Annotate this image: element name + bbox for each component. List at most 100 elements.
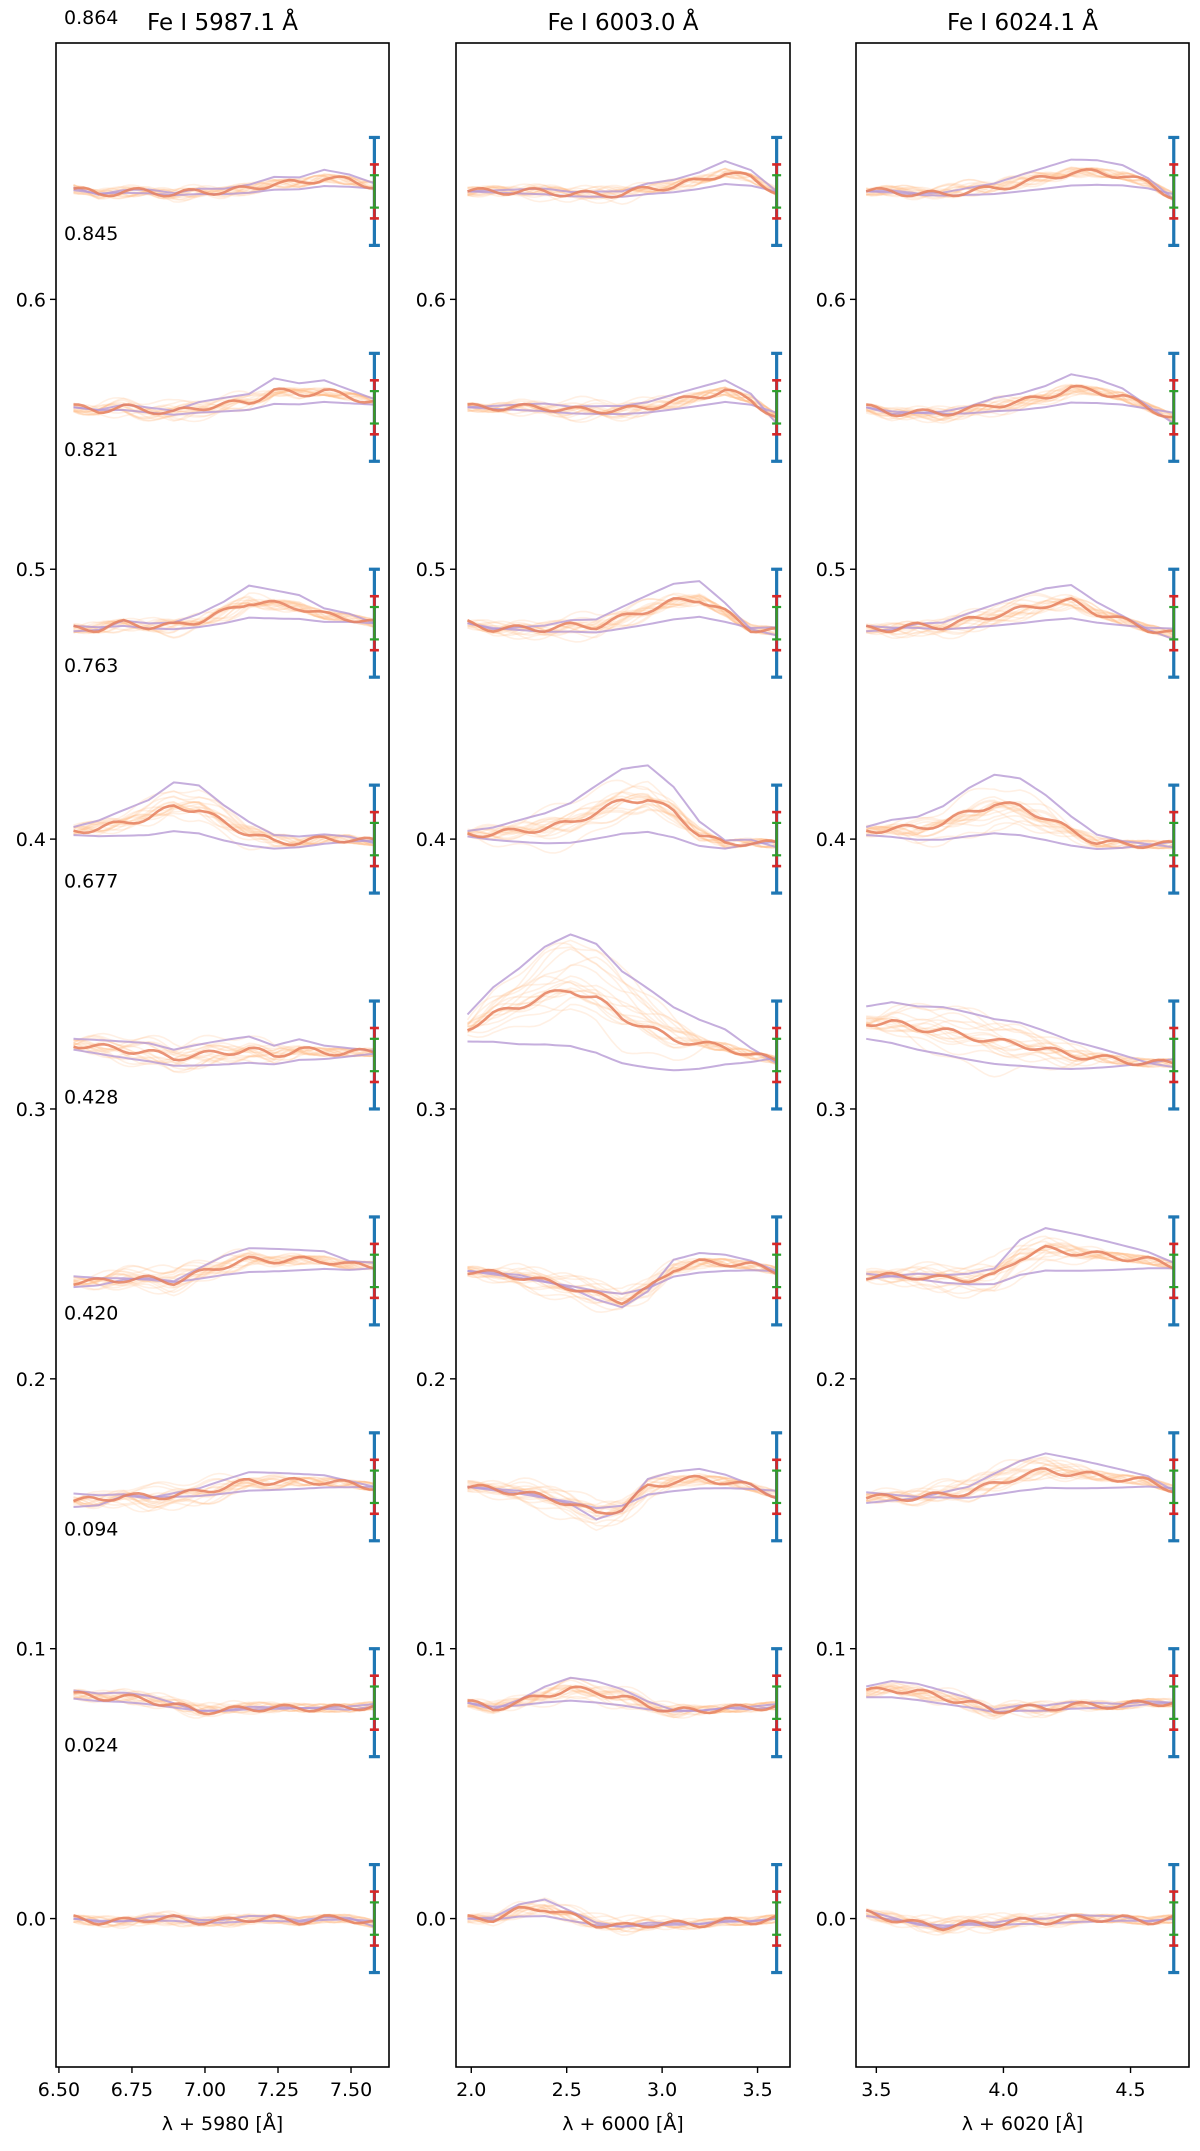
sample-line — [73, 1251, 375, 1283]
y-tick-label: 0.0 — [16, 1909, 46, 1931]
mean-line — [73, 1913, 375, 1926]
envelope-lower-line — [866, 1485, 1174, 1499]
sample-line — [467, 1259, 777, 1305]
sample-line — [73, 1472, 375, 1503]
spectrum-row-4 — [73, 999, 380, 1111]
sample-line — [865, 167, 1175, 198]
sample-line — [865, 387, 1175, 416]
sample-line — [467, 1693, 777, 1716]
sample-line — [865, 1017, 1174, 1068]
mean-line — [73, 804, 375, 847]
spectrum-row-3 — [467, 764, 783, 895]
sample-line — [865, 1468, 1174, 1506]
envelope-upper-line — [467, 580, 777, 637]
mean-line — [865, 168, 1175, 201]
data-layer — [466, 135, 783, 1975]
sample-line — [865, 169, 1175, 199]
sample-line — [73, 1042, 375, 1073]
envelope-lower-line — [467, 1040, 777, 1072]
y-tick-label: 0.2 — [16, 1369, 46, 1391]
row-label: 0.094 — [64, 1518, 118, 1540]
spectrum-row-1 — [467, 351, 783, 463]
errorbar-green — [1169, 1685, 1179, 1720]
sample-line — [866, 1025, 1174, 1078]
errorbar-green — [772, 821, 782, 857]
spectrum-row-5 — [467, 1215, 783, 1327]
spectrum-row-2 — [466, 567, 783, 679]
sample-line — [467, 948, 778, 1064]
sample-line — [467, 1685, 777, 1717]
row-label: 0.677 — [64, 871, 118, 893]
sample-line — [865, 389, 1174, 421]
sample-line — [467, 1258, 777, 1311]
envelope-lower-line — [73, 400, 375, 416]
sample-line — [865, 1914, 1174, 1936]
sample-line — [865, 1251, 1174, 1295]
sample-line — [865, 598, 1174, 638]
envelope-lower-line — [467, 1914, 777, 1928]
envelope-lower-line — [467, 830, 777, 850]
mean-line — [865, 801, 1174, 850]
envelope-upper-line — [73, 781, 375, 845]
errorbar-green — [772, 1037, 782, 1073]
spectrum-row-0 — [865, 135, 1180, 247]
sample-line — [73, 1910, 375, 1928]
envelope-upper-line — [866, 1227, 1175, 1280]
y-tick-label: 0.1 — [816, 1639, 846, 1661]
x-axis-label: λ + 6000 [Å] — [562, 2112, 683, 2135]
mean-line — [73, 599, 375, 634]
y-tick-label: 0.3 — [16, 1099, 46, 1121]
sample-line — [73, 599, 375, 633]
y-tick-label: 0.1 — [416, 1639, 446, 1661]
envelope-upper-line — [467, 160, 778, 194]
spectrum-row-5 — [73, 1215, 380, 1327]
sample-line — [865, 1909, 1174, 1929]
sample-line — [865, 1024, 1174, 1069]
sample-line — [865, 1020, 1174, 1068]
spectrum-row-7 — [73, 1647, 380, 1759]
errorbar-green — [1169, 605, 1179, 641]
spectrum-row-1 — [73, 351, 380, 463]
sample-line — [73, 389, 375, 423]
sample-line — [865, 596, 1174, 639]
sample-line — [467, 1684, 777, 1715]
y-tick-label: 0.0 — [816, 1909, 846, 1931]
y-tick-label: 0.0 — [416, 1909, 446, 1931]
row-label: 0.428 — [64, 1087, 118, 1109]
sample-line — [73, 601, 375, 635]
sample-line — [467, 988, 777, 1062]
sample-line — [865, 387, 1175, 422]
x-tick-label: 7.00 — [184, 2079, 226, 2101]
y-tick-label: 0.5 — [816, 559, 846, 581]
sample-line — [467, 956, 777, 1062]
spectrum-row-8 — [467, 1862, 783, 1975]
sample-line — [467, 391, 778, 422]
errorbar-green — [1169, 390, 1179, 425]
sample-line — [73, 386, 375, 422]
x-tick-label: 6.75 — [111, 2079, 153, 2101]
data-layer — [73, 135, 380, 1975]
mean-line — [865, 1908, 1175, 1932]
mean-line — [467, 1474, 777, 1515]
sample-line — [467, 1475, 777, 1511]
spectrum-row-7 — [865, 1647, 1180, 1759]
sample-line — [467, 386, 777, 416]
y-tick-label: 0.6 — [416, 289, 446, 311]
sample-line — [73, 1255, 375, 1289]
errorbar-green — [772, 1685, 782, 1720]
mean-line — [466, 597, 777, 634]
panel-fe-5987: Fe I 5987.1 Å 0.864 0.845 0.821 0.763 0.677 0.… — [16, 7, 390, 2135]
envelope-lower-line — [866, 401, 1174, 415]
sample-line — [467, 594, 777, 632]
sample-line — [467, 1259, 777, 1307]
mean-line — [467, 1905, 778, 1929]
sample-line — [73, 1038, 375, 1058]
panel-title: Fe I 5987.1 Å — [147, 8, 298, 36]
sample-line — [73, 599, 375, 634]
x-axis-label: λ + 5980 [Å] — [162, 2112, 283, 2135]
y-tick-label: 0.3 — [416, 1099, 446, 1121]
errorbar-green — [1169, 174, 1179, 209]
sample-line — [73, 175, 375, 200]
x-tick-label: 6.50 — [38, 2079, 80, 2101]
